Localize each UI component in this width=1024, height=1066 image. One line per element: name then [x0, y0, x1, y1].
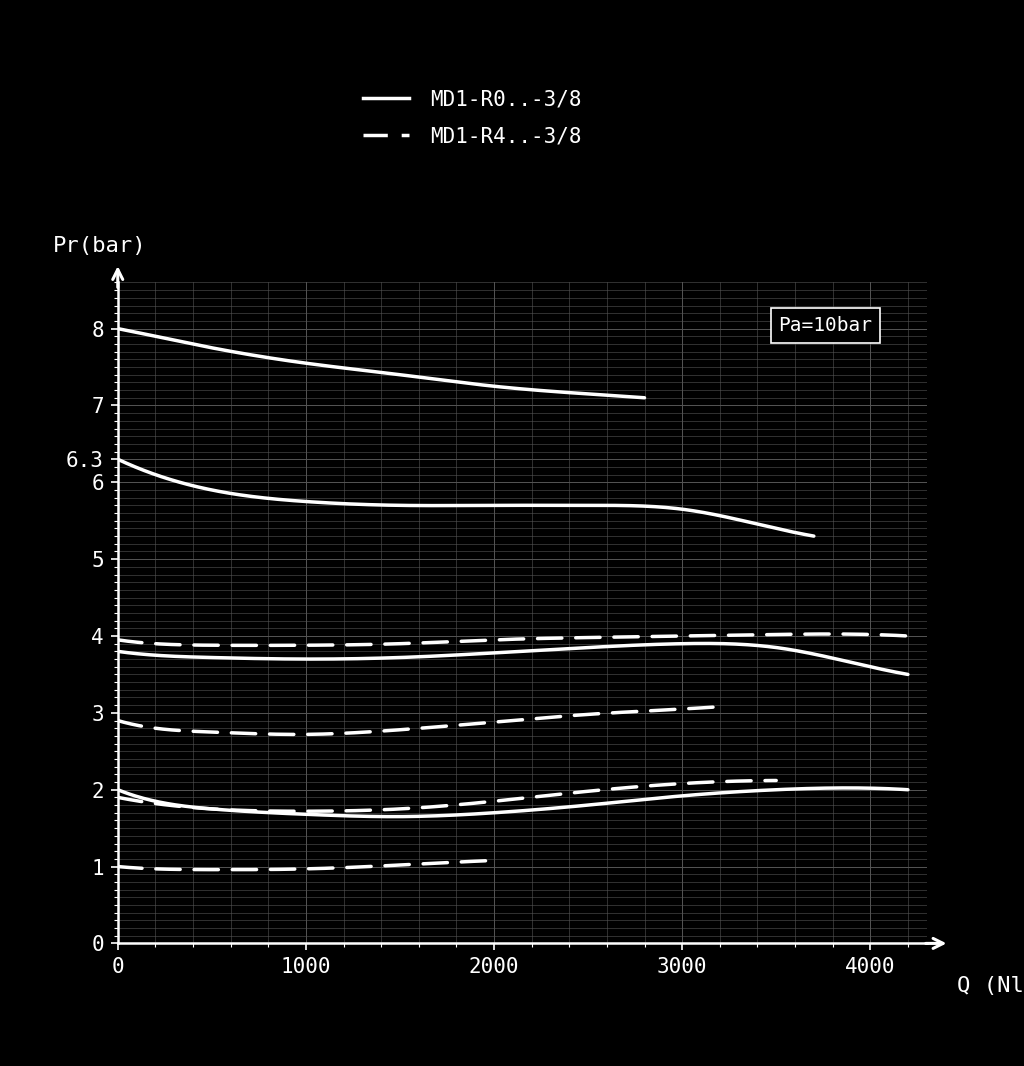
Text: Pa=10bar: Pa=10bar	[778, 316, 872, 335]
Text: Q (Nl/min): Q (Nl/min)	[956, 975, 1024, 996]
Text: Pr(bar): Pr(bar)	[53, 236, 146, 256]
Legend: MD1-R0..-3/8, MD1-R4..-3/8: MD1-R0..-3/8, MD1-R4..-3/8	[354, 81, 590, 155]
